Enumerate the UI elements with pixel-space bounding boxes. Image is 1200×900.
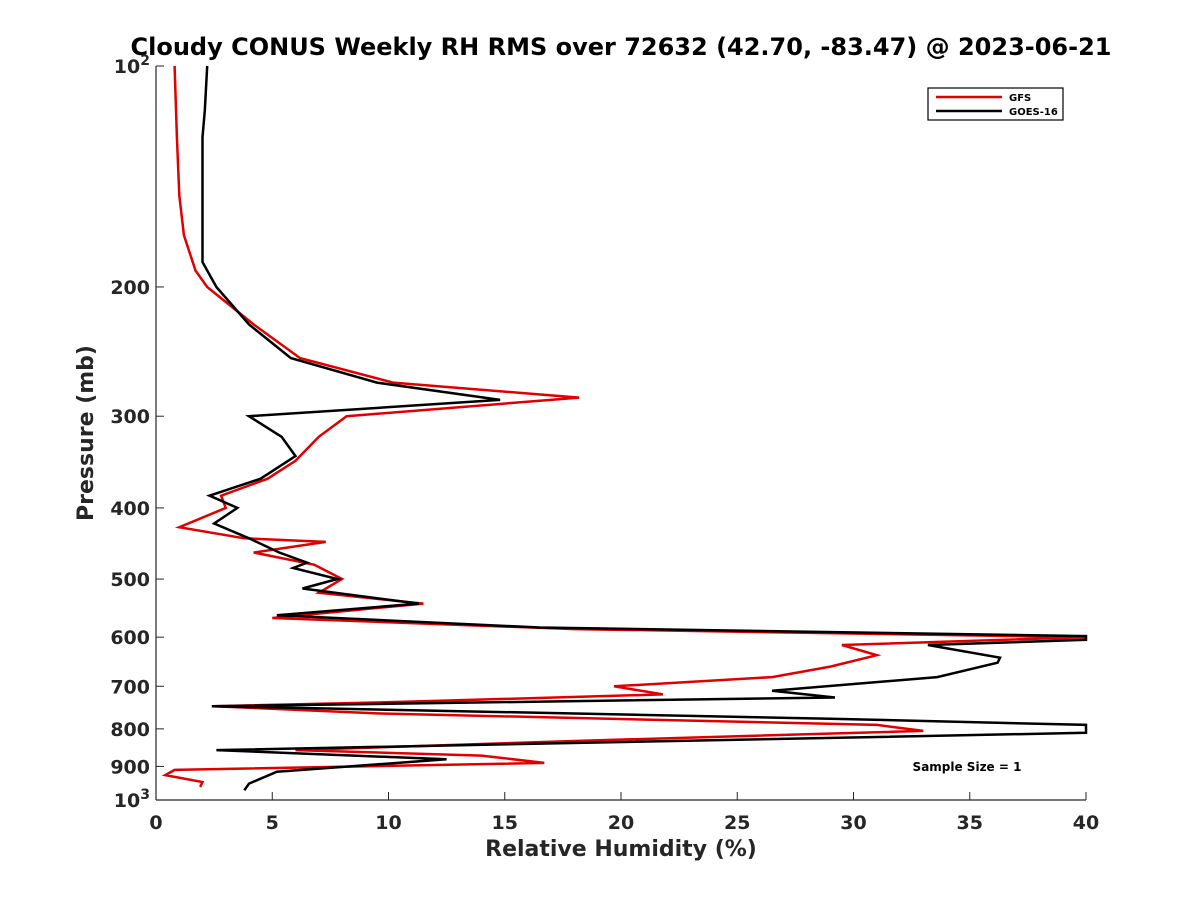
x-tick-label: 25 <box>724 812 750 834</box>
y-tick-label: 700 <box>110 676 150 698</box>
x-tick-labels: 0 5 10 15 20 25 30 35 40 <box>149 812 1099 834</box>
series-line-goes16 <box>201 65 1088 792</box>
x-tick-label: 40 <box>1073 812 1099 834</box>
y-tick-label: 102 <box>114 53 150 78</box>
plot-area <box>156 66 1086 800</box>
y-tick-label: 103 <box>114 787 150 812</box>
x-tick-label: 20 <box>608 812 634 834</box>
legend-label-gfs: GFS <box>1009 93 1031 104</box>
y-tick-label: 800 <box>110 719 150 741</box>
legend: GFS GOES-16 <box>927 87 1064 121</box>
series-layer <box>161 65 1088 792</box>
x-tick-label: 35 <box>957 812 983 834</box>
x-tick-label: 30 <box>840 812 866 834</box>
sample-size-annotation: Sample Size = 1 <box>913 760 1022 774</box>
legend-label-goes16: GOES-16 <box>1009 107 1058 118</box>
y-tick-label: 500 <box>110 569 150 591</box>
x-tick-label: 10 <box>375 812 401 834</box>
y-tick-labels: 102 200 300 400 500 600 700 800 900 103 <box>110 53 150 812</box>
x-axis-label: Relative Humidity (%) <box>485 837 757 862</box>
x-tick-label: 0 <box>149 812 162 834</box>
y-tick-label: 300 <box>110 406 150 428</box>
y-tick-label: 400 <box>110 498 150 520</box>
x-tick-label: 15 <box>492 812 518 834</box>
y-tick-label: 200 <box>110 277 150 299</box>
legend-box <box>927 87 1064 121</box>
y-axis-label: Pressure (mb) <box>74 345 99 521</box>
y-tick-label: 900 <box>110 756 150 778</box>
x-tick-label: 5 <box>266 812 279 834</box>
chart-title: Cloudy CONUS Weekly RH RMS over 72632 (4… <box>131 33 1112 61</box>
y-tick-label: 600 <box>110 627 150 649</box>
